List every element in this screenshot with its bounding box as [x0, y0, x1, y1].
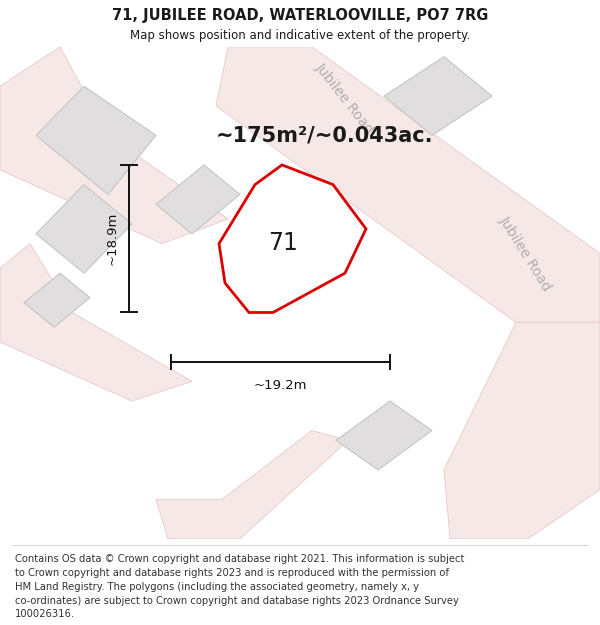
Text: Jubilee Road: Jubilee Road — [496, 213, 554, 294]
Polygon shape — [216, 47, 600, 322]
Text: HM Land Registry. The polygons (including the associated geometry, namely x, y: HM Land Registry. The polygons (includin… — [15, 582, 419, 592]
Text: ~175m²/~0.043ac.: ~175m²/~0.043ac. — [216, 126, 433, 146]
Text: ~19.2m: ~19.2m — [254, 379, 307, 392]
Polygon shape — [0, 47, 228, 244]
Text: 71: 71 — [268, 231, 298, 255]
Polygon shape — [219, 165, 366, 312]
Polygon shape — [36, 86, 156, 194]
Text: 100026316.: 100026316. — [15, 609, 75, 619]
Text: co-ordinates) are subject to Crown copyright and database rights 2023 Ordnance S: co-ordinates) are subject to Crown copyr… — [15, 596, 459, 606]
Text: Jubilee Road: Jubilee Road — [313, 61, 377, 137]
Text: Map shows position and indicative extent of the property.: Map shows position and indicative extent… — [130, 29, 470, 42]
Text: Contains OS data © Crown copyright and database right 2021. This information is : Contains OS data © Crown copyright and d… — [15, 554, 464, 564]
Polygon shape — [384, 57, 492, 136]
Text: ~18.9m: ~18.9m — [106, 212, 119, 266]
Polygon shape — [444, 322, 600, 539]
Polygon shape — [24, 273, 90, 328]
Polygon shape — [156, 165, 240, 234]
Text: to Crown copyright and database rights 2023 and is reproduced with the permissio: to Crown copyright and database rights 2… — [15, 568, 449, 578]
Polygon shape — [0, 244, 192, 401]
Polygon shape — [156, 431, 348, 539]
Polygon shape — [336, 401, 432, 470]
Polygon shape — [36, 184, 132, 273]
Text: 71, JUBILEE ROAD, WATERLOOVILLE, PO7 7RG: 71, JUBILEE ROAD, WATERLOOVILLE, PO7 7RG — [112, 8, 488, 23]
